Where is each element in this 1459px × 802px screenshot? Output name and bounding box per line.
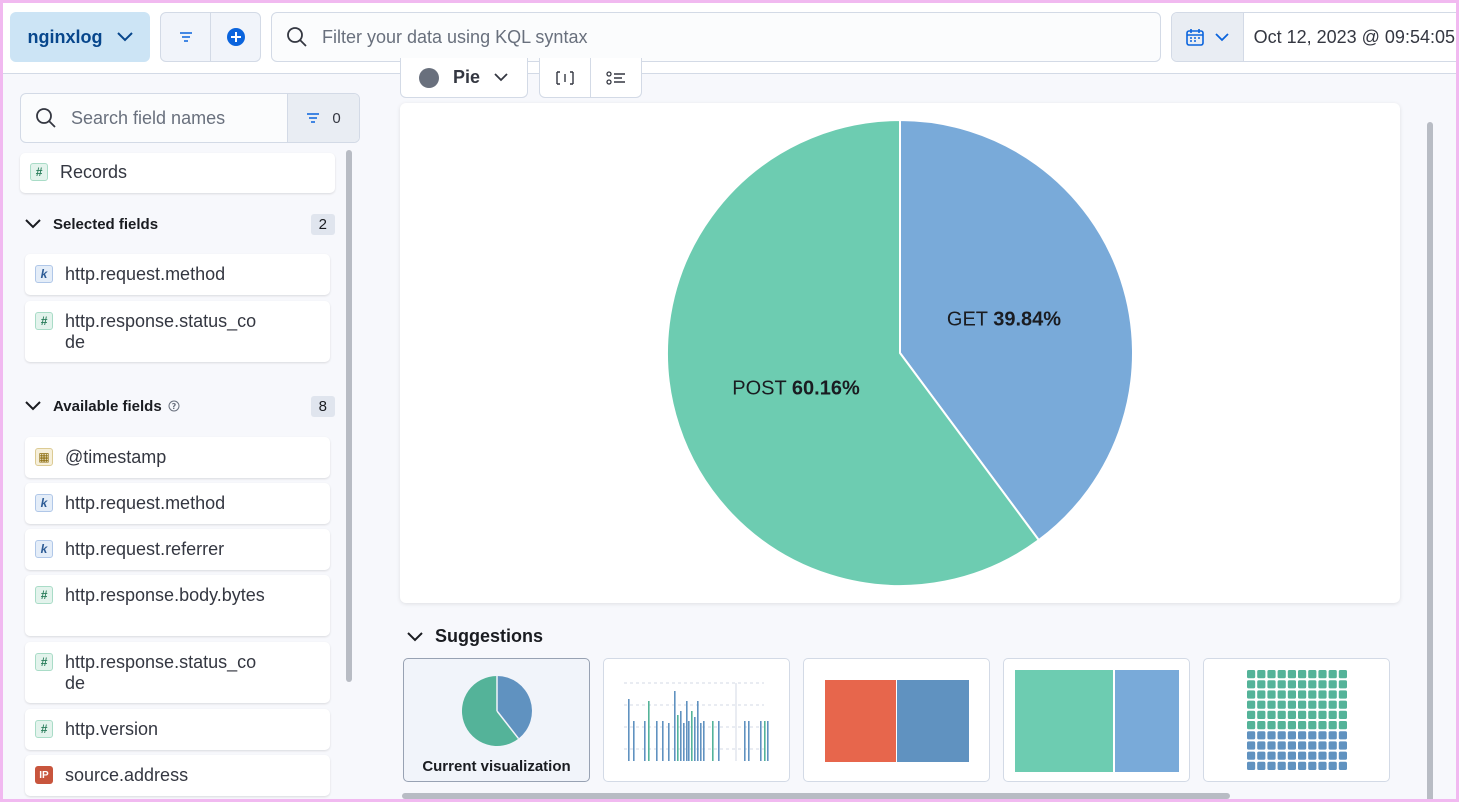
plus-circle-icon bbox=[226, 28, 245, 46]
dataview-label: nginxlog bbox=[27, 26, 103, 47]
selected-fields-count: 2 bbox=[310, 213, 335, 235]
chevron-down-icon bbox=[25, 401, 41, 411]
filter-controls bbox=[160, 12, 261, 62]
kql-placeholder: Filter your data using KQL syntax bbox=[322, 26, 588, 47]
question-circle-icon[interactable]: ? bbox=[168, 400, 180, 412]
legend-options-button[interactable] bbox=[590, 58, 641, 97]
field-search: Search field names 0 bbox=[20, 93, 360, 143]
field-item[interactable]: IP source.address bbox=[25, 755, 330, 796]
selected-fields-header[interactable]: Selected fields 2 bbox=[25, 211, 335, 237]
field-name: http.version bbox=[65, 719, 159, 739]
field-item[interactable]: k http.request.method bbox=[25, 254, 330, 295]
number-type-icon: # bbox=[35, 312, 53, 330]
horizontal-scrollbar[interactable] bbox=[402, 793, 1230, 799]
top-bar: nginxlog Filter your data using KQL synt… bbox=[0, 0, 1459, 74]
field-item[interactable]: # http.response.body.bytes bbox=[25, 575, 330, 636]
add-filter-button[interactable] bbox=[210, 13, 260, 61]
treemap-thumbnail bbox=[825, 680, 969, 762]
chart-type-switcher[interactable]: Pie bbox=[400, 58, 528, 98]
field-name: http.request.method bbox=[65, 493, 226, 513]
filter-options-button[interactable] bbox=[161, 13, 210, 61]
field-item[interactable]: ▦ @timestamp bbox=[25, 437, 330, 478]
suggestion-mosaic[interactable] bbox=[1003, 658, 1190, 782]
kql-search-bar[interactable]: Filter your data using KQL syntax bbox=[271, 12, 1161, 62]
view-options bbox=[539, 58, 642, 98]
current-visualization-label: Current visualization bbox=[422, 758, 571, 775]
date-start[interactable]: Oct 12, 2023 @ 09:54:05.0 bbox=[1253, 26, 1459, 47]
waffle-thumbnail bbox=[1247, 670, 1347, 770]
field-item[interactable]: # http.response.status_code bbox=[25, 642, 330, 703]
pie-chart[interactable]: GET 39.84% POST 60.16% bbox=[400, 103, 1400, 603]
chart-type-label: Pie bbox=[453, 67, 481, 87]
field-name: source.address bbox=[65, 765, 189, 785]
list-icon bbox=[606, 70, 625, 85]
sidebar-scrollbar[interactable] bbox=[346, 150, 352, 682]
field-item[interactable]: k http.request.method bbox=[25, 483, 330, 524]
chevron-down-icon bbox=[1215, 32, 1229, 41]
quick-date-button[interactable] bbox=[1172, 13, 1244, 61]
number-type-icon: # bbox=[35, 720, 53, 738]
field-item[interactable]: # http.version bbox=[25, 709, 330, 750]
field-filter-button[interactable]: 0 bbox=[287, 94, 359, 142]
field-search-input[interactable]: Search field names bbox=[21, 94, 287, 142]
suggestions-header[interactable]: Suggestions bbox=[407, 626, 543, 647]
number-type-icon: # bbox=[35, 586, 53, 604]
svg-text:?: ? bbox=[171, 402, 176, 411]
main-scrollbar[interactable] bbox=[1427, 122, 1433, 802]
field-name: http.request.referrer bbox=[65, 539, 225, 559]
suggestion-waffle[interactable] bbox=[1203, 658, 1390, 782]
number-icon bbox=[556, 70, 574, 85]
suggestions-title: Suggestions bbox=[435, 626, 544, 646]
chevron-down-icon bbox=[116, 32, 133, 42]
number-type-icon: # bbox=[35, 653, 53, 671]
field-item[interactable]: # http.response.status_code bbox=[25, 301, 330, 362]
available-fields-title: Available fields bbox=[53, 397, 162, 415]
ip-type-icon: IP bbox=[35, 766, 53, 784]
selected-fields-title: Selected fields bbox=[53, 215, 159, 233]
field-name: @timestamp bbox=[65, 447, 167, 467]
field-item[interactable]: k http.request.referrer bbox=[25, 529, 330, 570]
pie-label-get: GET 39.84% bbox=[947, 309, 1061, 331]
filter-icon bbox=[307, 113, 320, 123]
search-icon bbox=[287, 27, 307, 47]
chevron-down-icon bbox=[494, 73, 508, 82]
dataview-picker[interactable]: nginxlog bbox=[10, 12, 150, 62]
suggestion-treemap[interactable] bbox=[803, 658, 990, 782]
mosaic-thumbnail bbox=[1015, 670, 1179, 772]
bar-chart-thumbnail bbox=[624, 682, 769, 761]
date-type-icon: ▦ bbox=[35, 448, 53, 466]
field-name: http.response.status_code bbox=[65, 311, 257, 352]
available-fields-count: 8 bbox=[310, 395, 335, 417]
field-name: http.response.body.bytes bbox=[65, 585, 265, 605]
records-field[interactable]: # Records bbox=[20, 153, 335, 193]
number-type-icon: # bbox=[30, 163, 48, 181]
field-name: http.request.method bbox=[65, 264, 226, 284]
pie-slice-get[interactable] bbox=[899, 118, 1134, 542]
date-picker: Oct 12, 2023 @ 09:54:05.0 bbox=[1171, 12, 1459, 62]
field-name: Records bbox=[60, 162, 128, 182]
chevron-down-icon bbox=[407, 631, 423, 641]
pie-label-post: POST 60.16% bbox=[732, 377, 860, 399]
suggestion-current[interactable]: Current visualization bbox=[403, 658, 590, 782]
field-filter-count: 0 bbox=[332, 109, 341, 127]
keyword-type-icon: k bbox=[35, 494, 53, 512]
filter-icon bbox=[179, 32, 192, 42]
value-labels-button[interactable] bbox=[540, 58, 590, 97]
suggestion-bar-chart[interactable] bbox=[603, 658, 790, 782]
keyword-type-icon: k bbox=[35, 540, 53, 558]
search-icon bbox=[36, 108, 56, 128]
visualization-panel: GET 39.84% POST 60.16% bbox=[400, 103, 1400, 603]
available-fields-header[interactable]: Available fields ? 8 bbox=[25, 393, 335, 419]
field-sidebar: Search field names 0 # Records Selected … bbox=[0, 75, 370, 802]
pie-thumbnail bbox=[461, 676, 532, 746]
calendar-icon bbox=[1186, 29, 1205, 46]
keyword-type-icon: k bbox=[35, 265, 53, 283]
pie-icon bbox=[419, 67, 439, 88]
pie-slice-post[interactable] bbox=[666, 118, 1041, 587]
field-search-placeholder: Search field names bbox=[71, 107, 226, 128]
chevron-down-icon bbox=[25, 219, 41, 229]
field-name: http.response.status_code bbox=[65, 652, 257, 693]
